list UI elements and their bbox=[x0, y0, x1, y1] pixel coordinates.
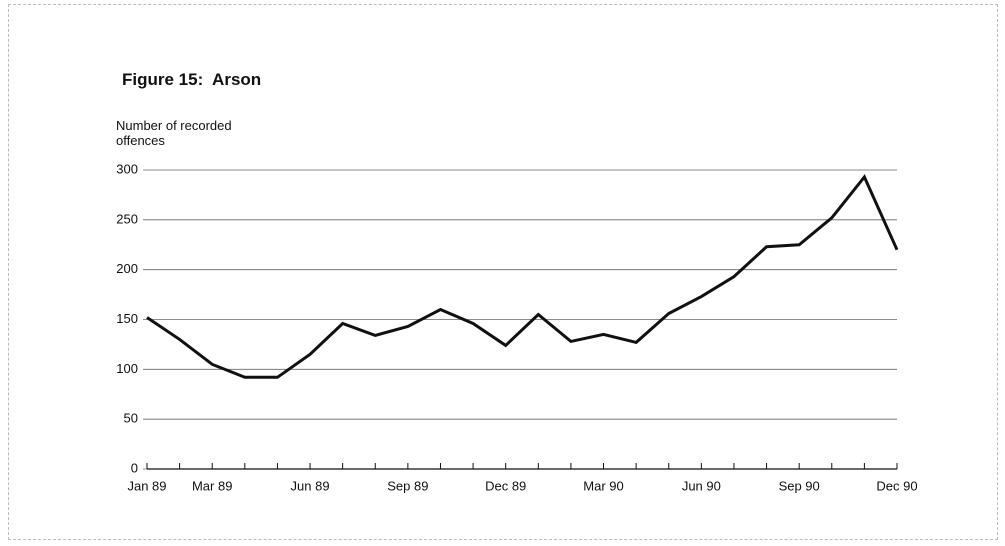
y-tick-label: 200 bbox=[116, 261, 138, 276]
x-tick-label: Dec 89 bbox=[485, 478, 526, 493]
data-line bbox=[146, 174, 899, 379]
y-tick-label: 300 bbox=[116, 161, 138, 176]
frame bbox=[8, 4, 998, 540]
y-axis-label: Number of recorded offences bbox=[116, 118, 232, 148]
y-tick-label: 250 bbox=[116, 211, 138, 226]
x-tick-label: Mar 90 bbox=[583, 478, 623, 493]
x-tick-label: Dec 90 bbox=[876, 478, 917, 493]
y-tick-label: 100 bbox=[116, 361, 138, 376]
y-tick-label: 150 bbox=[116, 311, 138, 326]
y-tick-label: 0 bbox=[131, 460, 138, 475]
x-tick-label: Jun 90 bbox=[682, 478, 721, 493]
x-tick-label: Jun 89 bbox=[291, 478, 330, 493]
x-tick-label: Mar 89 bbox=[192, 478, 232, 493]
x-tick-label: Sep 89 bbox=[387, 478, 428, 493]
chart-title: Figure 15: Arson bbox=[122, 70, 262, 89]
y-tick-label: 50 bbox=[124, 411, 138, 426]
x-tick-label: Jan 89 bbox=[127, 478, 166, 493]
x-tick-label: Sep 90 bbox=[779, 478, 820, 493]
